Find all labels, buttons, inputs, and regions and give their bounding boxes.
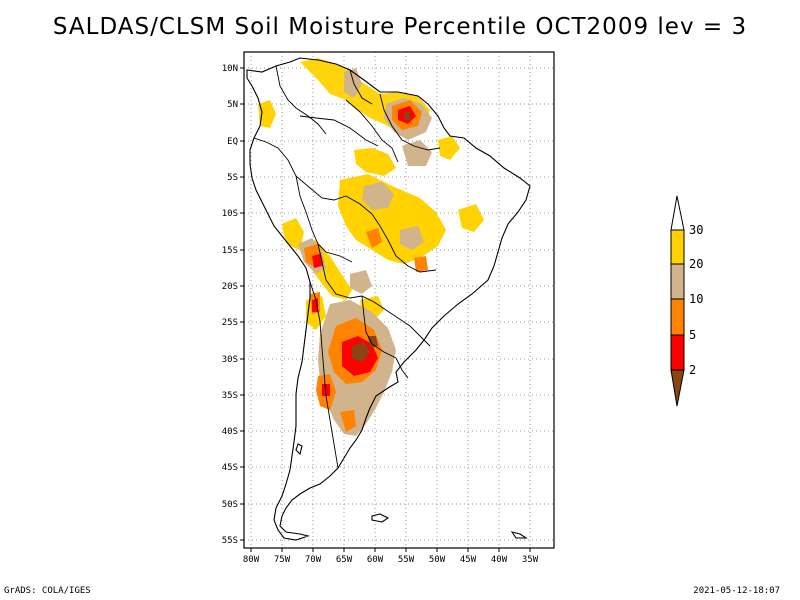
lat-label: 25S [222,318,238,328]
colorbar-label: 10 [689,292,703,306]
lon-label: 65W [336,555,353,565]
lon-label: 55W [398,555,415,565]
colorbar-label: 20 [689,257,703,271]
lat-label: 40S [222,427,238,437]
lat-label: 10N [222,64,238,74]
lat-label: 30S [222,355,238,365]
colorbar [670,195,685,407]
soil-moisture-shading [258,58,484,436]
colorbar-bin-2-5 [670,334,685,371]
colorbar-top-arrow [670,195,685,231]
grads-credit: GrADS: COLA/IGES [4,586,91,596]
lat-label: 35S [222,391,238,401]
lat-label: EQ [227,137,238,147]
lon-axis-labels: 80W 75W 70W 65W 60W 55W 50W 45W 40W 35W [243,555,539,565]
lon-label: 60W [367,555,384,565]
lon-label: 40W [491,555,508,565]
map-frame [243,51,555,549]
map-title: SALDAS/CLSM Soil Moisture Percentile OCT… [52,14,748,40]
colorbar-label: 2 [689,363,696,377]
lon-label: 50W [429,555,446,565]
lat-label: 20S [222,282,238,292]
lat-axis-labels: 10N 5N EQ 5S 10S 15S 20S 25S 30S 35S 40S… [222,64,238,546]
colorbar-label: 5 [689,328,696,342]
lat-label: 5N [227,100,238,110]
lat-label: 15S [222,246,238,256]
lat-label: 55S [222,536,238,546]
colorbar-bin-20-30 [670,229,685,265]
timestamp: 2021-05-12-18:07 [693,586,780,596]
colorbar-bin-5-10 [670,298,685,336]
colorbar-bin-10-20 [670,263,685,300]
lon-label: 45W [460,555,477,565]
lat-label: 5S [227,173,238,183]
colorbar-labels: 30 20 10 5 2 [689,223,703,377]
coastline-outline [246,57,531,541]
lat-label: 50S [222,500,238,510]
lon-label: 70W [305,555,322,565]
lon-label: 35W [522,555,539,565]
lat-label: 45S [222,463,238,473]
country-borders [253,65,441,469]
lat-label: 10S [222,209,238,219]
lon-label: 75W [274,555,291,565]
axis-ticks [240,67,531,552]
colorbar-bottom-arrow [670,369,685,407]
lon-label: 80W [243,555,260,565]
colorbar-label: 30 [689,223,703,237]
